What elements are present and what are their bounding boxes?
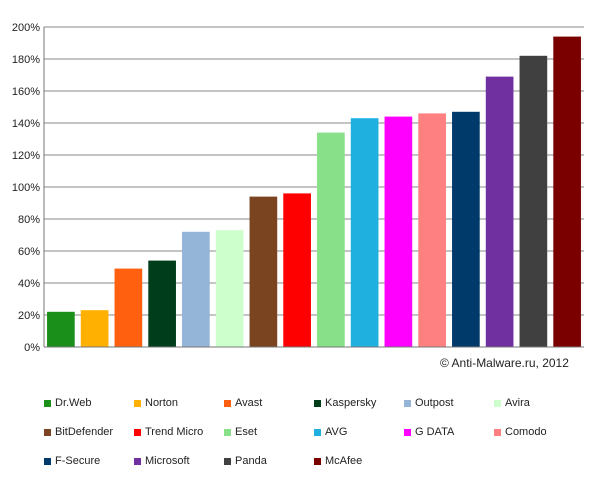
legend-label: Comodo xyxy=(505,426,547,438)
legend-item: Microsoft xyxy=(134,455,190,467)
y-tick-label: 140% xyxy=(12,118,40,130)
bar-outpost xyxy=(182,231,210,347)
y-tick-label: 200% xyxy=(12,22,40,34)
y-tick-label: 40% xyxy=(18,278,40,290)
bar-bitdefender xyxy=(249,196,278,347)
legend-swatch xyxy=(44,457,51,465)
legend-item: AVG xyxy=(314,426,347,438)
y-tick-label: 20% xyxy=(18,310,40,322)
legend-item: Kaspersky xyxy=(314,397,376,409)
legend-swatch xyxy=(134,457,141,465)
y-tick-label: 180% xyxy=(12,54,40,66)
legend-label: G DATA xyxy=(415,426,455,438)
legend-swatch xyxy=(134,399,141,407)
y-tick-label: 60% xyxy=(18,246,40,258)
bar-microsoft xyxy=(485,76,514,347)
bar-comodo xyxy=(418,113,446,348)
legend-label: Kaspersky xyxy=(325,397,377,409)
legend-swatch xyxy=(494,399,501,407)
y-tick-label: 0% xyxy=(24,342,40,354)
legend-label: BitDefender xyxy=(55,426,114,438)
legend-item: Outpost xyxy=(404,397,454,409)
legend-item: Comodo xyxy=(494,426,547,438)
legend-label: F-Secure xyxy=(55,455,101,467)
legend-swatch xyxy=(224,428,231,436)
legend-label: Avast xyxy=(235,397,263,409)
bar-dr-web xyxy=(47,311,75,347)
legend-swatch xyxy=(314,428,321,436)
bar-f-secure xyxy=(452,111,480,347)
legend-item: McAfee xyxy=(314,455,362,467)
legend-label: Microsoft xyxy=(145,455,190,467)
legend-swatch xyxy=(494,428,501,436)
y-tick-label: 160% xyxy=(12,86,40,98)
bar-panda xyxy=(519,55,548,348)
legend-item: Avira xyxy=(494,397,530,409)
legend-label: Outpost xyxy=(415,397,454,409)
bar-avast xyxy=(114,268,143,347)
legend-swatch xyxy=(404,399,411,407)
legend-item: BitDefender xyxy=(44,426,113,438)
legend-swatch xyxy=(44,428,51,436)
legend-label: Panda xyxy=(235,455,267,467)
legend-swatch xyxy=(44,399,51,407)
y-axis-tick-labels: 0% 20% 40% 60% 80% 100% 120% 140% 160% 180% 200% xyxy=(12,22,40,354)
legend-label: McAfee xyxy=(325,455,363,467)
bar-kaspersky xyxy=(148,260,176,347)
legend-item: F-Secure xyxy=(44,455,100,467)
bar-g-data xyxy=(384,116,413,347)
legend-swatch xyxy=(404,428,411,436)
legend-swatch xyxy=(224,399,231,407)
legend-item: G DATA xyxy=(404,426,454,438)
copyright-notice: © Anti-Malware.ru, 2012 xyxy=(440,356,569,370)
legend-item: Avast xyxy=(224,397,262,409)
y-tick-label: 80% xyxy=(18,214,40,226)
legend-label: Avira xyxy=(505,397,530,409)
bar-avira xyxy=(215,230,244,347)
y-tick-label: 120% xyxy=(12,150,40,162)
legend-label: Eset xyxy=(235,426,258,438)
bar-trend-micro xyxy=(283,193,311,347)
legend-swatch xyxy=(314,457,321,465)
legend-label: AVG xyxy=(325,426,348,438)
bar-avg xyxy=(350,118,379,347)
legend-label: Dr.Web xyxy=(55,397,92,409)
legend-item: Trend Micro xyxy=(134,426,203,438)
bar-norton xyxy=(80,310,109,347)
legend-item: Eset xyxy=(224,426,257,438)
bar-eset xyxy=(317,132,345,347)
legend-swatch xyxy=(224,457,231,465)
legend-swatch xyxy=(134,428,141,436)
bars xyxy=(47,36,581,348)
bar-mcafee xyxy=(553,36,581,347)
legend-item: Norton xyxy=(134,397,178,409)
legend-swatch xyxy=(314,399,321,407)
legend-label: Norton xyxy=(145,397,179,409)
legend-item: Panda xyxy=(224,455,267,467)
legend-item: Dr.Web xyxy=(44,397,91,409)
y-tick-label: 100% xyxy=(12,182,40,194)
legend-label: Trend Micro xyxy=(145,426,204,438)
